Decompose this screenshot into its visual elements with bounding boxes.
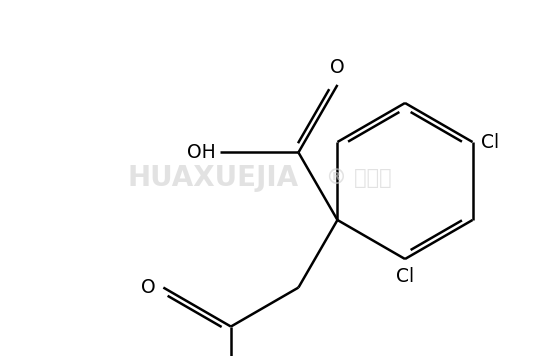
Text: OH: OH xyxy=(186,143,216,162)
Text: Cl: Cl xyxy=(396,267,414,286)
Text: O: O xyxy=(141,278,155,297)
Text: O: O xyxy=(330,58,345,77)
Text: HUAXUEJIA: HUAXUEJIA xyxy=(127,164,298,192)
Text: ® 化学加: ® 化学加 xyxy=(325,168,391,188)
Text: Cl: Cl xyxy=(480,132,498,152)
